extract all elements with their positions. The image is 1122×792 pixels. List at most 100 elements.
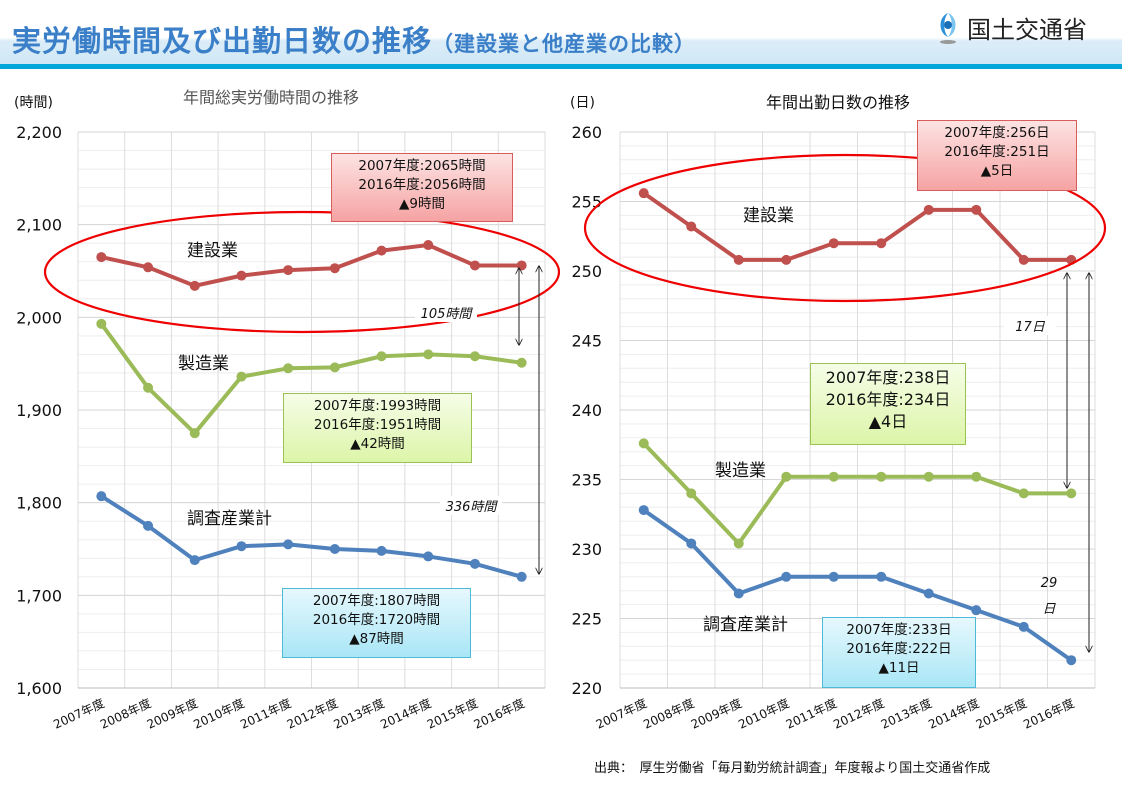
data-point: [376, 545, 387, 556]
data-point: [376, 351, 387, 362]
data-point: [283, 265, 294, 276]
data-point: [638, 505, 649, 516]
data-point: [971, 471, 982, 482]
data-point: [96, 252, 107, 263]
data-point: [1018, 488, 1029, 499]
data-point: [828, 238, 839, 249]
box-line: 2007年度:233日: [846, 622, 952, 638]
data-point: [733, 254, 744, 265]
mlit-logo: 国土交通省: [935, 10, 1087, 45]
data-point: [329, 362, 340, 373]
box-line: 2007年度:238日: [825, 368, 951, 387]
construction-hours-box: 2007年度:2065時間 2016年度:2056時間 ▲9時間: [331, 153, 513, 222]
box-line: ▲11日: [878, 660, 920, 676]
header-band: [0, 0, 1122, 68]
data-point: [1018, 621, 1029, 632]
data-point: [876, 571, 887, 582]
y-tick-label: 220: [571, 679, 602, 698]
data-point: [423, 240, 434, 251]
series-line: [99, 322, 522, 436]
title-sub: （建設業と他産業の比較）: [432, 32, 697, 56]
y-tick-label: 240: [571, 401, 602, 420]
data-point: [828, 571, 839, 582]
series-label-manufacturing-right: 製造業: [715, 461, 766, 481]
data-point: [971, 204, 982, 215]
data-point: [781, 254, 792, 265]
data-point: [686, 538, 697, 549]
x-tick-label: 2009年度: [688, 695, 744, 732]
data-point: [469, 558, 480, 569]
series-label-construction-left: 建設業: [187, 241, 238, 261]
y-tick-label: 230: [571, 540, 602, 559]
data-point: [516, 260, 527, 271]
x-tick-label: 2014年度: [926, 695, 982, 732]
logo-text: 国土交通省: [967, 16, 1087, 44]
y-tick-label: 260: [571, 123, 602, 142]
data-point: [516, 357, 527, 368]
x-tick-label: 2016年度: [471, 695, 527, 732]
y-tick-label: 1,900: [16, 401, 62, 420]
x-tick-label: 2010年度: [191, 695, 247, 732]
gap-label-105: 105時間: [415, 303, 477, 322]
data-point: [283, 363, 294, 374]
source-note: 出典： 厚生労働省「毎月勤労統計調査」年度報より国土交通省作成: [594, 761, 991, 776]
data-point: [1018, 254, 1029, 265]
box-line: 2016年度:1720時間: [312, 612, 441, 628]
x-tick-label: 2012年度: [831, 695, 887, 732]
x-tick-label: 2007年度: [51, 695, 107, 732]
data-point: [236, 270, 247, 281]
construction-days-box: 2007年度:256日 2016年度:251日 ▲5日: [917, 120, 1077, 191]
header-stripe: [0, 64, 1122, 69]
box-line: 2016年度:1951時間: [313, 417, 442, 433]
box-line: ▲9時間: [399, 196, 445, 212]
x-tick-label: 2011年度: [238, 695, 294, 732]
data-point: [1066, 488, 1077, 499]
y-tick-label: 2,200: [16, 123, 62, 142]
data-point: [469, 351, 480, 362]
y-tick-label: 2,000: [16, 308, 62, 327]
x-tick-label: 2010年度: [736, 695, 792, 732]
y-tick-label: 225: [571, 610, 602, 629]
data-point: [376, 245, 387, 256]
data-point: [733, 588, 744, 599]
data-point: [143, 382, 154, 393]
data-point: [876, 471, 887, 482]
data-point: [876, 238, 887, 249]
data-point: [329, 263, 340, 274]
x-tick-label: 2013年度: [878, 695, 934, 732]
box-line: 2007年度:1993時間: [313, 398, 442, 414]
y-tick-label: 250: [571, 262, 602, 281]
data-point: [686, 488, 697, 499]
data-point: [781, 571, 792, 582]
box-line: 2016年度:222日: [846, 641, 952, 657]
right-y-unit: (日): [570, 95, 595, 111]
x-tick-label: 2014年度: [378, 695, 434, 732]
x-tick-label: 2008年度: [98, 695, 154, 732]
x-tick-label: 2015年度: [424, 695, 480, 732]
data-point: [686, 221, 697, 232]
box-line: 2016年度:234日: [825, 390, 951, 409]
x-tick-label: 2016年度: [1021, 695, 1077, 732]
box-line: ▲5日: [980, 163, 1014, 179]
manufacturing-days-box: 2007年度:238日 2016年度:234日 ▲4日: [810, 363, 966, 445]
data-point: [971, 605, 982, 616]
series-line: [642, 441, 1072, 546]
all-industry-days-box: 2007年度:233日 2016年度:222日 ▲11日: [822, 617, 976, 688]
x-tick-label: 2015年度: [973, 695, 1029, 732]
data-point: [923, 588, 934, 599]
y-tick-label: 245: [571, 332, 602, 351]
gap-label-336: 336時間: [440, 496, 502, 515]
data-point: [923, 471, 934, 482]
box-line: ▲42時間: [350, 436, 405, 452]
mlit-emblem-icon: [940, 12, 956, 44]
box-line: ▲4日: [868, 412, 908, 431]
data-point: [638, 438, 649, 449]
data-point: [236, 541, 247, 552]
series-label-all-right: 調査産業計: [703, 615, 788, 635]
data-point: [828, 471, 839, 482]
title-main: 実労働時間及び出勤日数の推移: [12, 24, 433, 58]
x-tick-label: 2009年度: [144, 695, 200, 732]
y-tick-label: 235: [571, 471, 602, 490]
data-point: [469, 260, 480, 271]
